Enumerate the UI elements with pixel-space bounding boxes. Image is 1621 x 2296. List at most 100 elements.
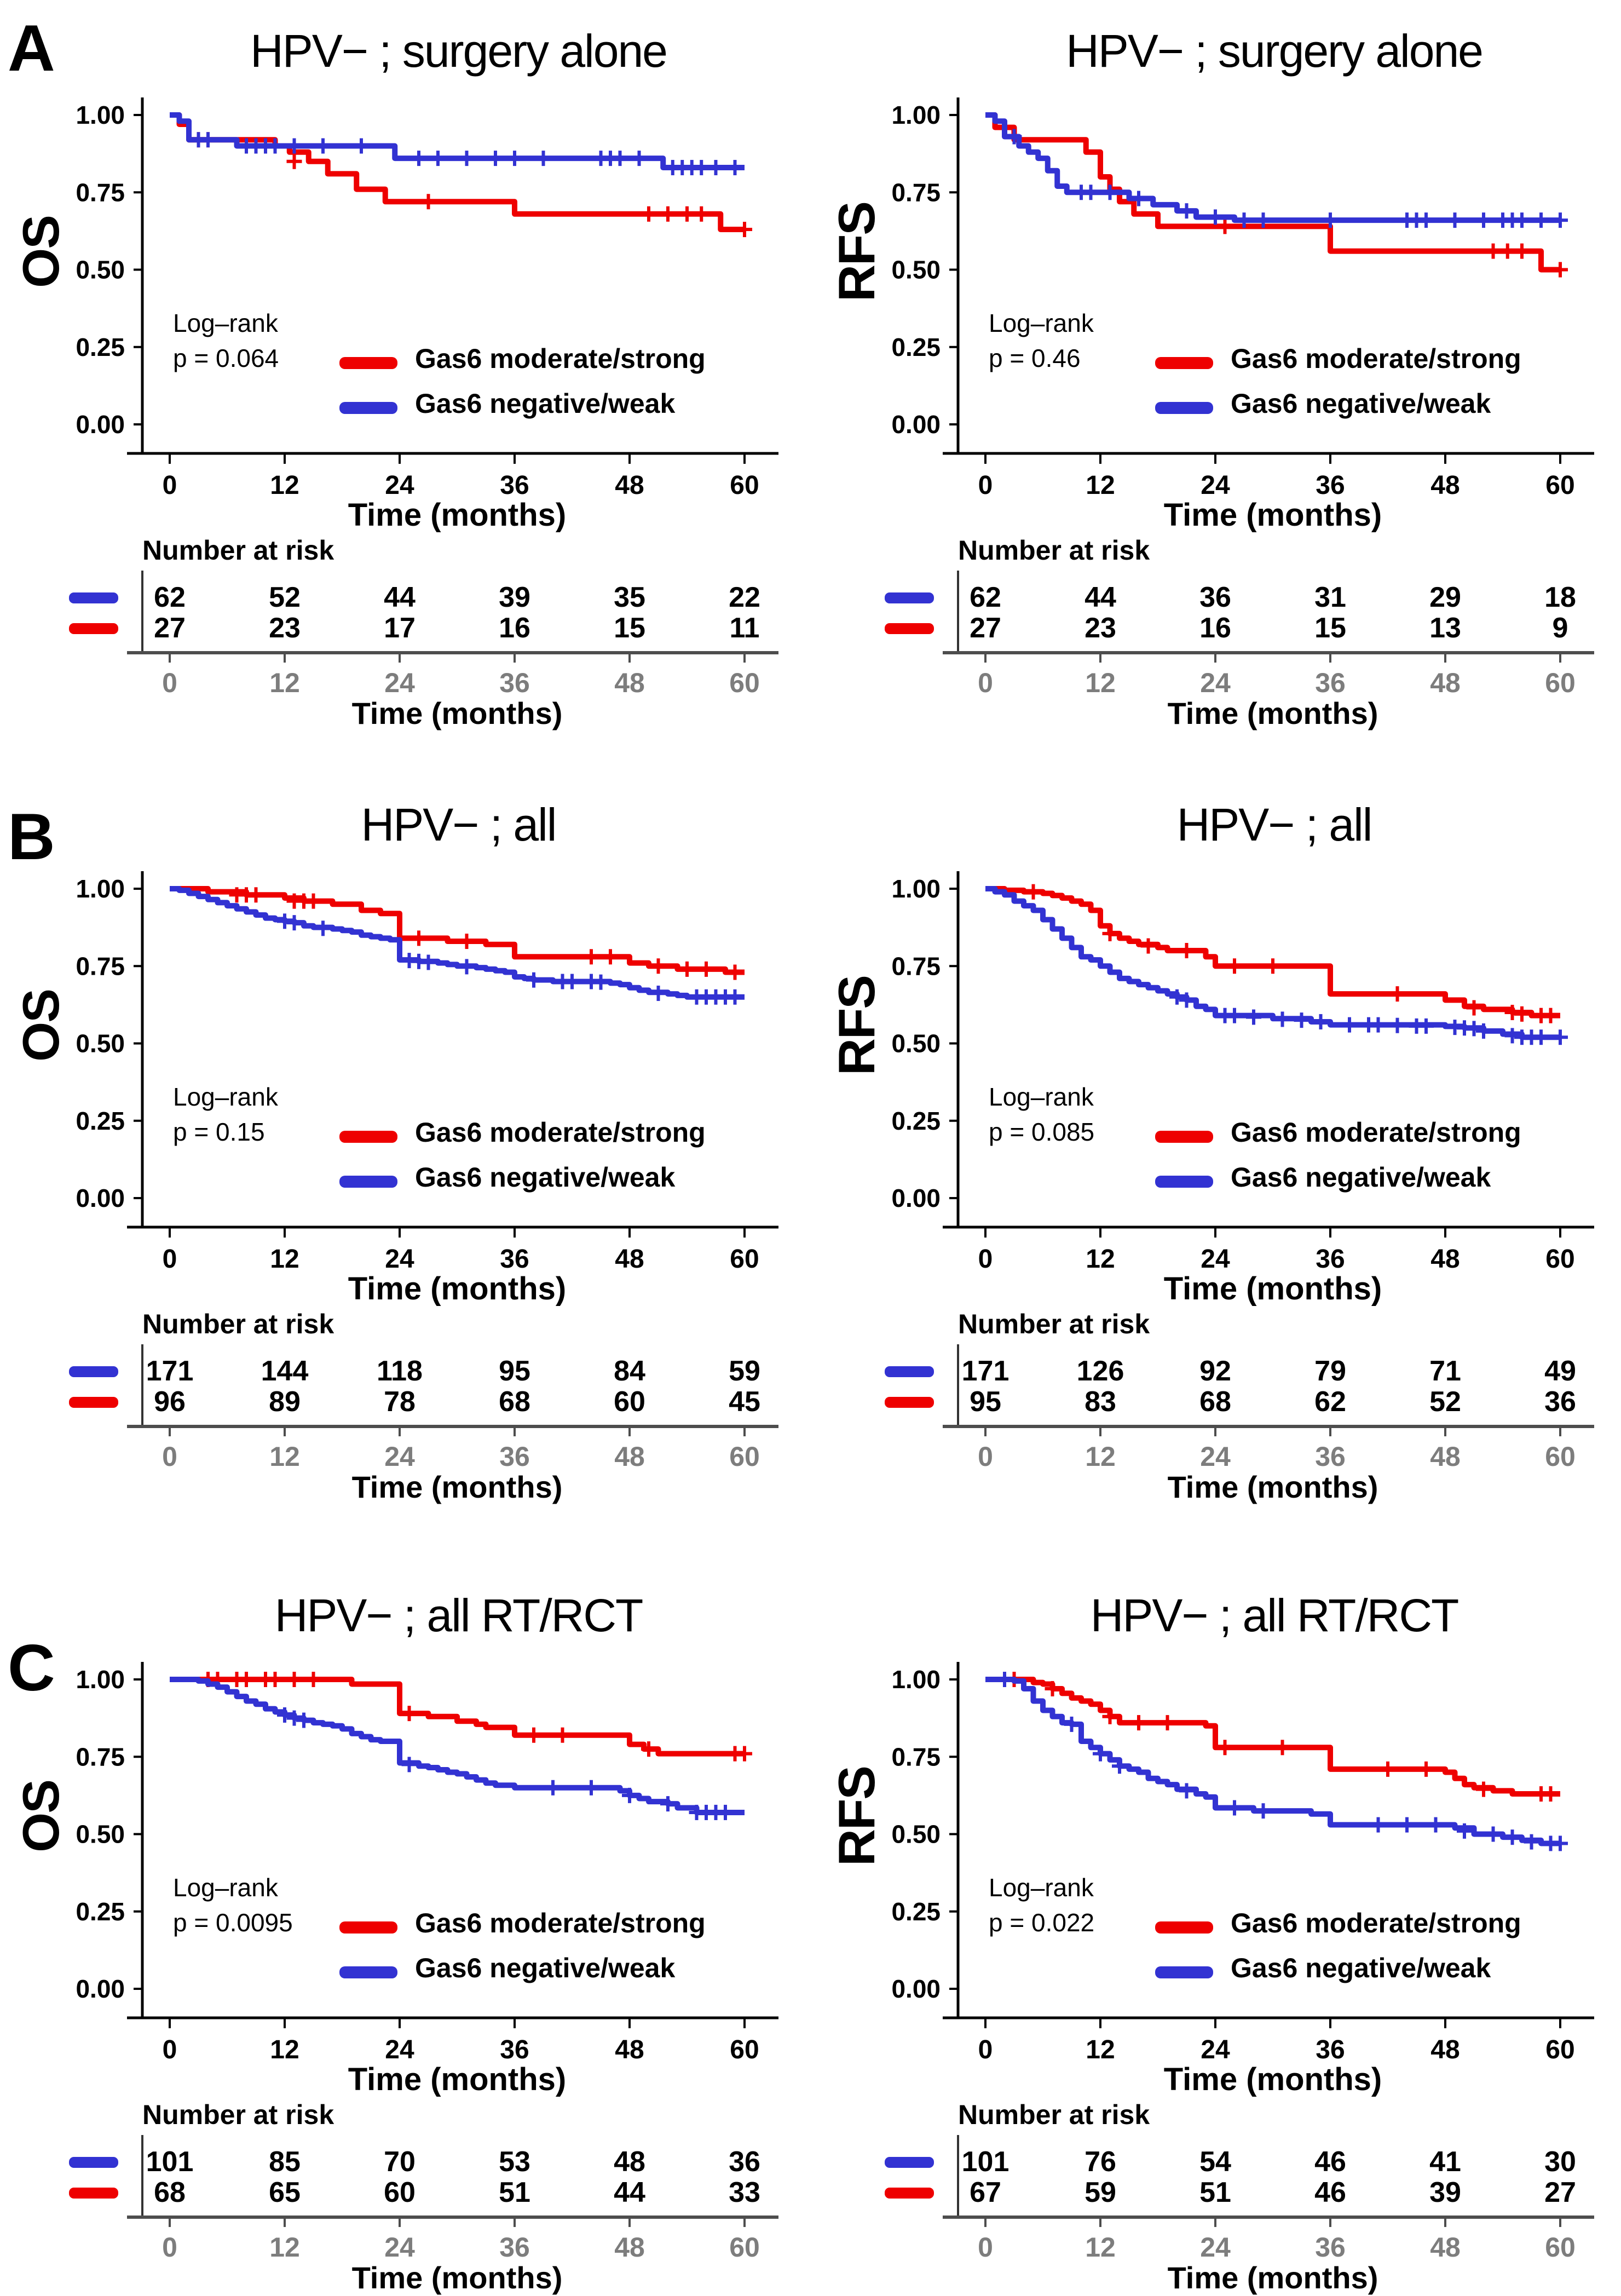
risk-count: 39 <box>1429 2177 1461 2208</box>
y-tick-label: 0.00 <box>76 1184 125 1212</box>
risk-x-tick-label: 0 <box>162 667 177 698</box>
legend-swatch-red <box>1155 1921 1213 1934</box>
km-curve-red <box>985 112 1568 278</box>
risk-count: 79 <box>1314 1355 1346 1387</box>
logrank-stats: Log–rank p = 0.46 <box>989 309 1094 372</box>
x-tick-label: 48 <box>615 1245 644 1274</box>
legend: Gas6 moderate/strong Gas6 negative/weak <box>1155 343 1521 419</box>
x-tick-label: 0 <box>163 1245 177 1274</box>
risk-row-swatch-blue <box>885 592 934 603</box>
risk-x-tick-label: 36 <box>1315 667 1346 698</box>
x-tick-label: 12 <box>1086 2035 1115 2064</box>
risk-x-tick-label: 36 <box>1315 1441 1346 1472</box>
x-tick-label: 12 <box>1086 1245 1115 1274</box>
km-curve-blue <box>985 112 1568 228</box>
x-tick-label: 48 <box>615 2035 644 2064</box>
risk-count: 59 <box>1084 2177 1116 2208</box>
risk-x-tick-label: 0 <box>162 1441 177 1472</box>
risk-count: 68 <box>499 1386 530 1418</box>
risk-count: 22 <box>729 582 760 613</box>
risk-count: 52 <box>1429 1386 1461 1418</box>
legend-swatch-red <box>339 1921 397 1934</box>
risk-table-group: Number at risk 171 126 92 79 71 49 95 83 68 62 52 36… <box>885 1310 1594 1504</box>
risk-count: 31 <box>1314 582 1346 613</box>
p-value: p = 0.15 <box>173 1118 265 1146</box>
risk-count: 92 <box>1199 1355 1231 1387</box>
risk-x-tick-label: 48 <box>1430 667 1461 698</box>
legend-swatch-blue <box>339 402 397 414</box>
risk-x-tick-label: 24 <box>1200 667 1231 698</box>
risk-count: 126 <box>1077 1355 1124 1387</box>
risk-count: 23 <box>1084 612 1116 644</box>
y-tick-label: 0.25 <box>76 333 125 361</box>
risk-x-tick-label: 12 <box>269 667 300 698</box>
risk-row-swatch-blue <box>69 1366 118 1377</box>
y-tick-label: 1.00 <box>76 101 125 129</box>
x-tick-label: 12 <box>270 2035 299 2064</box>
x-tick-label: 24 <box>385 1245 414 1274</box>
panel-c-rfs: HPV− ; all RT/RCT RFS 0.00 0.25 0.50 0.75 1.… <box>828 1589 1620 2295</box>
risk-count: 36 <box>1544 1386 1576 1418</box>
panel-c-os: HPV− ; all RT/RCT OS 0.00 0.25 0.50 0.75 1.0… <box>12 1589 805 2295</box>
legend-swatch-red <box>339 357 397 369</box>
logrank-stats: Log–rank p = 0.0095 <box>173 1873 293 1937</box>
risk-table-group: Number at risk 101 85 70 53 48 36 68 65 60 51 44 33 0… <box>69 2101 778 2295</box>
risk-count: 41 <box>1429 2146 1461 2178</box>
x-tick-label: 60 <box>730 471 759 500</box>
risk-x-tick-label: 48 <box>1430 1441 1461 1472</box>
risk-count: 16 <box>499 612 530 644</box>
logrank-label: Log–rank <box>989 309 1094 337</box>
risk-count: 171 <box>146 1355 194 1387</box>
x-axis-label: Time (months) <box>348 497 567 533</box>
risk-count: 17 <box>384 612 416 644</box>
legend-label: Gas6 moderate/strong <box>415 343 706 374</box>
risk-row-swatch-red <box>885 1397 934 1408</box>
risk-count: 53 <box>499 2146 530 2178</box>
risk-x-tick-label: 48 <box>1430 2232 1461 2263</box>
logrank-label: Log–rank <box>989 1873 1094 1902</box>
risk-count: 62 <box>154 582 186 613</box>
panel-title: HPV− ; surgery alone <box>1066 25 1484 77</box>
risk-x-tick-label: 24 <box>384 667 415 698</box>
row-letter-b: B <box>8 800 55 873</box>
legend: Gas6 moderate/strong Gas6 negative/weak <box>339 343 706 419</box>
y-tick-label: 0.50 <box>76 256 125 284</box>
logrank-stats: Log–rank p = 0.064 <box>173 309 279 372</box>
risk-table-c-rfs: Number at risk 101 76 54 46 41 30 67 59 51 46 39 27 0… <box>885 2101 1594 2295</box>
legend: Gas6 moderate/strong Gas6 negative/weak <box>339 1117 706 1193</box>
risk-count: 52 <box>269 582 301 613</box>
risk-table-a-rfs: Number at risk 62 44 36 31 29 18 27 23 16 15 13 9 0 12… <box>885 537 1594 730</box>
y-tick-label: 0.25 <box>76 1107 125 1135</box>
legend-swatch-blue <box>339 1176 397 1188</box>
legend-label: Gas6 moderate/strong <box>1231 1117 1521 1148</box>
risk-count: 18 <box>1544 582 1576 613</box>
risk-x-tick-label: 0 <box>978 2232 993 2263</box>
km-curve-blue <box>170 112 745 176</box>
risk-count: 51 <box>499 2177 530 2208</box>
risk-x-axis-label: Time (months) <box>1168 2260 1378 2295</box>
x-tick-label: 48 <box>1430 2035 1460 2064</box>
risk-count: 16 <box>1199 612 1231 644</box>
axes: 0.00 0.25 0.50 0.75 1.00 0 12 24 36 48 60 Time (mon… <box>76 871 778 1307</box>
risk-count: 27 <box>1544 2177 1576 2208</box>
panel-b-os: HPV− ; all OS 0.00 0.25 0.50 0.75 1.00 0 12 24 3… <box>12 798 805 1505</box>
legend-label: Gas6 negative/weak <box>1231 1953 1491 1983</box>
risk-count: 95 <box>499 1355 530 1387</box>
risk-table-group: Number at risk 101 76 54 46 41 30 67 59 51 46 39 27 0… <box>885 2101 1594 2295</box>
risk-count: 95 <box>970 1386 1001 1418</box>
risk-table-a-os: Number at risk 62 52 44 39 35 22 27 23 17 16 15 11 0 1… <box>69 537 778 730</box>
legend-swatch-red <box>339 1131 397 1143</box>
risk-header: Number at risk <box>142 2101 334 2130</box>
x-tick-label: 12 <box>270 471 299 500</box>
x-tick-label: 36 <box>500 2035 529 2064</box>
km-plot-c-rfs: 0.00 0.25 0.50 0.75 1.00 0 12 24 36 48 60 Time (mon… <box>891 1662 1594 2097</box>
risk-x-tick-label: 36 <box>1315 2232 1346 2263</box>
km-curve-blue <box>985 886 1568 1045</box>
risk-x-tick-label: 24 <box>1200 1441 1231 1472</box>
risk-count: 27 <box>970 612 1001 644</box>
risk-x-tick-label: 60 <box>1545 1441 1576 1472</box>
x-tick-label: 0 <box>163 2035 177 2064</box>
x-tick-label: 0 <box>163 471 177 500</box>
risk-row-swatch-blue <box>885 2157 934 2168</box>
risk-count: 101 <box>146 2146 194 2178</box>
